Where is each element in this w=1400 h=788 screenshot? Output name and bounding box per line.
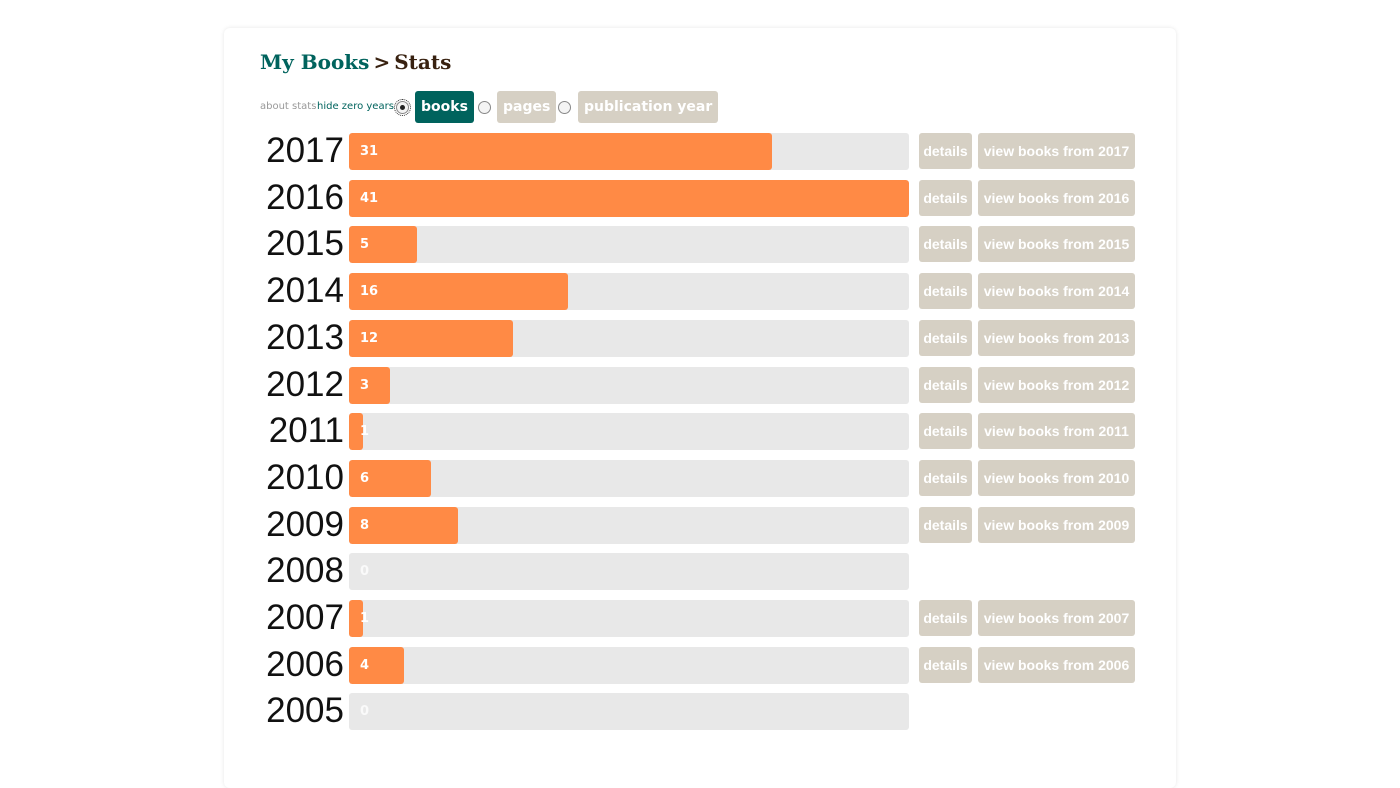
year-label: 2016 <box>266 178 344 217</box>
bar <box>349 367 390 404</box>
year-label: 2012 <box>266 365 344 404</box>
details-button[interactable]: details <box>919 647 972 683</box>
year-label: 2017 <box>266 131 344 170</box>
year-row: 2012 3 details view books from 2012 <box>260 365 1140 405</box>
bar <box>349 413 363 450</box>
year-label: 2013 <box>266 318 344 357</box>
details-button[interactable]: details <box>919 367 972 403</box>
view-books-button[interactable]: view books from 2009 <box>978 507 1135 543</box>
bar-track: 6 <box>349 460 909 497</box>
publication-year-radio[interactable] <box>558 101 571 114</box>
bar-track: 1 <box>349 600 909 637</box>
year-row: 2016 41 details view books from 2016 <box>260 178 1140 218</box>
bar-value-label: 1 <box>360 611 370 626</box>
publication-year-toggle[interactable]: publication year <box>578 91 719 123</box>
page-title: Stats <box>394 50 452 74</box>
year-label: 2005 <box>266 691 344 730</box>
bar-value-label: 0 <box>360 564 370 579</box>
pages-toggle[interactable]: pages <box>497 91 557 123</box>
view-books-button[interactable]: view books from 2017 <box>978 133 1135 169</box>
bar-value-label: 16 <box>360 284 379 299</box>
bar <box>349 320 513 357</box>
details-button[interactable]: details <box>919 413 972 449</box>
view-books-button[interactable]: view books from 2014 <box>978 273 1135 309</box>
books-toggle[interactable]: books <box>415 91 474 123</box>
bar <box>349 460 431 497</box>
bar-value-label: 4 <box>360 658 370 673</box>
view-books-button[interactable]: view books from 2013 <box>978 320 1135 356</box>
details-button[interactable]: details <box>919 460 972 496</box>
bar <box>349 600 363 637</box>
hide-zero-years-link[interactable]: hide zero years <box>317 101 394 112</box>
bar-track: 3 <box>349 367 909 404</box>
year-label: 2009 <box>266 505 344 544</box>
bar <box>349 507 458 544</box>
year-row: 2008 0 <box>260 551 1140 591</box>
year-label: 2010 <box>266 458 344 497</box>
details-button[interactable]: details <box>919 133 972 169</box>
bar-value-label: 1 <box>360 424 370 439</box>
year-row: 2017 31 details view books from 2017 <box>260 131 1140 171</box>
about-stats-link[interactable]: about stats <box>260 101 317 112</box>
bar <box>349 180 909 217</box>
view-books-button[interactable]: view books from 2010 <box>978 460 1135 496</box>
details-button[interactable]: details <box>919 600 972 636</box>
year-row: 2006 4 details view books from 2006 <box>260 645 1140 685</box>
books-radio[interactable] <box>394 99 411 116</box>
year-row: 2007 1 details view books from 2007 <box>260 598 1140 638</box>
year-label: 2011 <box>268 411 344 450</box>
year-row: 2011 1 details view books from 2011 <box>260 411 1140 451</box>
details-button[interactable]: details <box>919 180 972 216</box>
year-row: 2015 5 details view books from 2015 <box>260 224 1140 264</box>
bar-track: 41 <box>349 180 909 217</box>
bar-track: 1 <box>349 413 909 450</box>
bar-track: 0 <box>349 693 909 730</box>
bar-value-label: 5 <box>360 237 370 252</box>
view-books-button[interactable]: view books from 2011 <box>978 413 1135 449</box>
year-row: 2013 12 details view books from 2013 <box>260 318 1140 358</box>
bar-track: 0 <box>349 553 909 590</box>
breadcrumb-separator: > <box>373 50 391 74</box>
year-row: 2009 8 details view books from 2009 <box>260 505 1140 545</box>
year-label: 2006 <box>266 645 344 684</box>
bar-track: 16 <box>349 273 909 310</box>
pages-radio[interactable] <box>478 101 491 114</box>
year-label: 2008 <box>266 551 344 590</box>
bar-track: 31 <box>349 133 909 170</box>
view-books-button[interactable]: view books from 2012 <box>978 367 1135 403</box>
year-label: 2015 <box>266 224 344 263</box>
bar-value-label: 41 <box>360 191 379 206</box>
view-books-button[interactable]: view books from 2007 <box>978 600 1135 636</box>
bar-track: 4 <box>349 647 909 684</box>
year-row: 2014 16 details view books from 2014 <box>260 271 1140 311</box>
bar-track: 8 <box>349 507 909 544</box>
bar-value-label: 31 <box>360 144 379 159</box>
bar <box>349 226 417 263</box>
details-button[interactable]: details <box>919 273 972 309</box>
bar-value-label: 6 <box>360 471 370 486</box>
bar-value-label: 8 <box>360 518 370 533</box>
breadcrumb-my-books-link[interactable]: My Books <box>260 50 370 74</box>
bar <box>349 133 772 170</box>
year-label: 2014 <box>266 271 344 310</box>
details-button[interactable]: details <box>919 507 972 543</box>
details-button[interactable]: details <box>919 226 972 262</box>
bar <box>349 647 404 684</box>
view-books-button[interactable]: view books from 2016 <box>978 180 1135 216</box>
details-button[interactable]: details <box>919 320 972 356</box>
year-label: 2007 <box>266 598 344 637</box>
view-books-button[interactable]: view books from 2006 <box>978 647 1135 683</box>
bar-track: 12 <box>349 320 909 357</box>
bar-value-label: 3 <box>360 378 370 393</box>
bar <box>349 273 568 310</box>
bar-value-label: 12 <box>360 331 379 346</box>
bar-track: 5 <box>349 226 909 263</box>
year-row: 2005 0 <box>260 691 1140 731</box>
bar-value-label: 0 <box>360 704 370 719</box>
year-row: 2010 6 details view books from 2010 <box>260 458 1140 498</box>
breadcrumb: My Books > Stats <box>260 50 451 78</box>
view-books-button[interactable]: view books from 2015 <box>978 226 1135 262</box>
